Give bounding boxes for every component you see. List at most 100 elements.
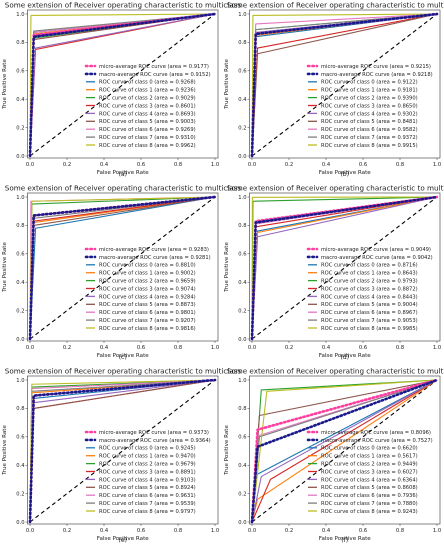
legend-label: ROC curve of class 2 (area = 0.9679): [99, 462, 196, 468]
y-tick-label: 0.2: [16, 491, 24, 497]
legend-label: ROC curve of class 6 (area = 0.9582): [321, 127, 418, 133]
legend-label: ROC curve of class 3 (area = 0.8650): [321, 103, 418, 109]
x-tick-label: 0.6: [137, 162, 145, 168]
x-tick-label: 0.4: [100, 345, 109, 351]
legend-label: ROC curve of class 8 (area = 0.9816): [99, 326, 196, 332]
y-tick-label: 0.4: [16, 463, 25, 469]
legend-label: micro-average ROC curve (area = 0.9177): [99, 64, 209, 70]
legend-label: micro-average ROC curve (area = 0.9283): [99, 247, 209, 253]
x-tick-label: 1.0: [433, 162, 441, 168]
y-tick-label: 1.0: [16, 378, 24, 384]
y-tick-label: 0.6: [238, 252, 246, 258]
chart-title: Some extension of Receiver operating cha…: [5, 184, 242, 193]
legend-label: ROC curve of class 6 (area = 0.8967): [321, 310, 418, 316]
chart-title: Some extension of Receiver operating cha…: [227, 1, 444, 10]
legend-label: ROC curve of class 8 (area = 0.9797): [99, 509, 196, 515]
macro-average-roc-line: [28, 195, 217, 341]
chart-title: Some extension of Receiver operating cha…: [5, 367, 242, 376]
y-tick-label: 1.0: [16, 12, 24, 18]
legend-label: ROC curve of class 7 (area = 0.9539): [99, 501, 196, 507]
x-tick-label: 0.8: [174, 162, 182, 168]
legend-label: ROC curve of class 6 (area = 0.9631): [99, 493, 196, 499]
legend-label: ROC curve of class 1 (area = 0.9002): [99, 271, 196, 277]
chance-diagonal: [29, 13, 216, 157]
legend-label: micro-average ROC curve (area = 0.8096): [321, 430, 431, 436]
legend-label: micro-average ROC curve (area = 0.9215): [321, 64, 431, 70]
x-tick-label: 0.0: [248, 528, 256, 534]
y-tick-label: 1.0: [238, 12, 246, 18]
legend-label: ROC curve of class 1 (area = 0.9470): [99, 454, 196, 460]
y-tick-label: 0.0: [238, 154, 246, 160]
y-tick-label: 0.6: [238, 69, 246, 75]
legend-label: ROC curve of class 4 (area = 0.9284): [99, 294, 196, 300]
y-tick-label: 0.4: [238, 280, 247, 286]
x-tick-label: 0.6: [359, 162, 367, 168]
legend-label: ROC curve of class 2 (area = 0.9390): [321, 96, 418, 102]
x-tick-label: 0.2: [285, 345, 293, 351]
macro-average-roc-line: [250, 378, 439, 524]
legend-label: ROC curve of class 7 (area = 0.9372): [321, 135, 418, 141]
y-tick-label: 0.8: [16, 40, 24, 46]
legend-label: ROC curve of class 6 (area = 0.9269): [99, 127, 196, 133]
x-tick-label: 0.0: [26, 345, 34, 351]
x-tick-label: 0.0: [26, 528, 34, 534]
panel-caption: (d): [340, 354, 349, 361]
legend-label: ROC curve of class 7 (area = 0.9207): [99, 318, 196, 324]
y-axis-label: True Positive Rate: [224, 59, 230, 110]
legend-label: ROC curve of class 0 (area = 0.9268): [99, 80, 196, 86]
legend-label: ROC curve of class 5 (area = 0.8924): [99, 485, 196, 491]
y-tick-label: 0.4: [16, 97, 25, 103]
legend-label: ROC curve of class 1 (area = 0.5617): [321, 454, 418, 460]
x-tick-label: 0.2: [63, 528, 71, 534]
legend-label: macro-average ROC curve (area = 0.9042): [321, 255, 433, 261]
legend-label: macro-average ROC curve (area = 0.9152): [99, 72, 211, 78]
legend-label: macro-average ROC curve (area = 0.9364): [99, 438, 211, 444]
class-8-roc-line: [29, 13, 216, 157]
macro-average-roc-line: [28, 12, 217, 158]
x-axis-label: False Positive Rate: [319, 536, 372, 542]
y-axis-label: True Positive Rate: [2, 425, 8, 476]
class-8-roc-line: [251, 13, 438, 157]
chart-title: Some extension of Receiver operating cha…: [5, 1, 242, 10]
legend-label: ROC curve of class 6 (area = 0.9801): [99, 310, 196, 316]
legend-label: ROC curve of class 3 (area = 0.9074): [99, 286, 196, 292]
legend-label: ROC curve of class 8 (area = 0.9243): [321, 509, 418, 515]
chart-title: Some extension of Receiver operating cha…: [227, 184, 444, 193]
x-tick-label: 0.4: [100, 162, 109, 168]
macro-average-roc-line: [250, 195, 439, 341]
legend-label: ROC curve of class 6 (area = 0.7936): [321, 493, 418, 499]
x-axis-label: False Positive Rate: [319, 170, 372, 176]
x-tick-label: 0.0: [248, 345, 256, 351]
x-tick-label: 0.8: [396, 345, 404, 351]
legend-label: ROC curve of class 7 (area = 0.9053): [321, 318, 418, 324]
x-tick-label: 1.0: [211, 528, 219, 534]
legend-label: ROC curve of class 3 (area = 0.6027): [321, 469, 418, 475]
x-tick-label: 0.8: [174, 528, 182, 534]
legend-label: ROC curve of class 0 (area = 0.8716): [321, 263, 418, 269]
class-4-roc-line: [251, 379, 438, 523]
legend-label: ROC curve of class 5 (area = 0.9003): [99, 119, 196, 125]
chance-diagonal: [29, 196, 216, 340]
y-tick-label: 0.4: [238, 97, 247, 103]
roc-panel: Some extension of Receiver operating cha…: [2, 1, 241, 179]
legend-label: ROC curve of class 4 (area = 0.6364): [321, 477, 418, 483]
y-tick-label: 0.6: [238, 435, 246, 441]
y-tick-label: 0.6: [16, 69, 24, 75]
legend-label: ROC curve of class 3 (area = 0.8872): [321, 286, 418, 292]
y-axis-label: True Positive Rate: [2, 59, 8, 110]
legend-label: ROC curve of class 3 (area = 0.8601): [99, 103, 196, 109]
panel-caption: (a): [118, 171, 127, 178]
x-tick-label: 1.0: [211, 162, 219, 168]
macro-average-roc-line: [28, 378, 217, 524]
legend-label: ROC curve of class 8 (area = 0.9985): [321, 326, 418, 332]
panel-caption: (e): [118, 537, 127, 544]
x-tick-label: 0.8: [396, 528, 404, 534]
legend-label: ROC curve of class 2 (area = 0.9449): [321, 462, 418, 468]
x-tick-label: 0.4: [322, 345, 331, 351]
chance-diagonal: [29, 379, 216, 523]
y-tick-label: 0.0: [238, 337, 246, 343]
roc-panel: Some extension of Receiver operating cha…: [2, 184, 241, 362]
roc-panel: Some extension of Receiver operating cha…: [2, 367, 241, 545]
y-tick-label: 0.2: [16, 125, 24, 131]
y-tick-label: 0.8: [238, 223, 246, 229]
